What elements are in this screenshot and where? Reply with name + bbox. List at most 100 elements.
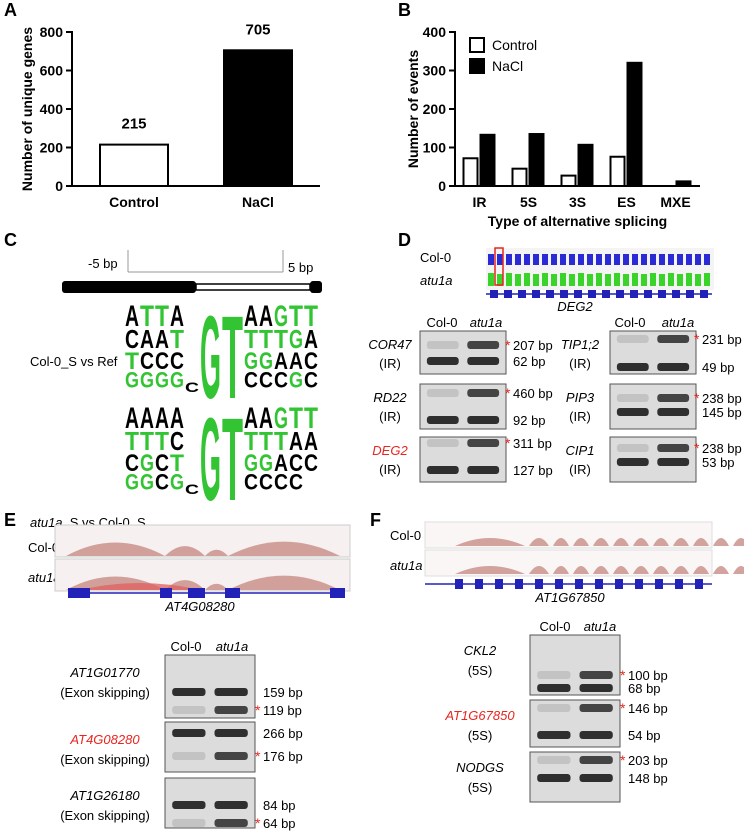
logo-letter: G — [200, 292, 221, 424]
y-tick-label: 200 — [40, 140, 64, 156]
logo-letter: G — [140, 470, 154, 495]
band-size: 203 bp — [628, 753, 668, 768]
junction-arc — [205, 583, 228, 590]
logo-letter: T — [170, 324, 184, 354]
bp-mark: -5 bp — [88, 256, 118, 271]
band-size: 311 bp — [513, 436, 552, 451]
coverage — [677, 274, 683, 286]
junction-arc — [713, 538, 729, 546]
coverage — [578, 273, 584, 286]
x-axis-title: Type of alternative splicing — [488, 213, 667, 229]
gel-band — [616, 408, 649, 416]
junction-arc — [66, 542, 165, 556]
band-star: * — [255, 748, 261, 764]
logo-letter: G — [140, 450, 154, 477]
logo-letter: C — [185, 379, 199, 395]
gene-exon — [225, 588, 240, 598]
band-star: * — [255, 702, 261, 718]
band-size: 54 bp — [628, 728, 661, 743]
gel-type: (Exon skipping) — [60, 752, 150, 767]
gel-band — [616, 335, 649, 343]
coverage — [686, 254, 692, 265]
y-tick-label: 400 — [423, 24, 447, 40]
logo-letter: T — [259, 426, 273, 456]
y-tick-label: 300 — [423, 63, 447, 79]
panel-label: F — [370, 510, 381, 530]
gel-band — [426, 416, 459, 424]
coverage — [677, 254, 683, 265]
junction-arc — [593, 566, 609, 574]
gel-type: (5S) — [468, 663, 493, 678]
gene-exon — [700, 290, 708, 298]
coverage — [524, 254, 530, 265]
gel-gene: AT1G01770 — [69, 665, 140, 680]
logo-letter: G — [289, 324, 303, 354]
coverage — [686, 273, 692, 286]
y-axis-title: Number of events — [405, 50, 421, 168]
gel-gene: AT1G67850 — [444, 708, 515, 723]
gene-exon — [575, 579, 583, 589]
gel-band — [214, 752, 248, 760]
logo-letter: A — [155, 402, 169, 435]
x-tick-label: ES — [617, 194, 636, 210]
coverage — [614, 273, 620, 286]
gene-exon — [455, 579, 463, 589]
band-size: 84 bp — [263, 798, 296, 813]
gene-exon — [595, 579, 603, 589]
gel-image — [609, 383, 697, 430]
logo-letter: A — [304, 324, 318, 354]
y-axis-title: Number of unique genes — [19, 27, 35, 191]
logo-letter: G — [274, 300, 288, 333]
logo-letter: T — [222, 292, 243, 424]
bar — [511, 167, 528, 188]
gel-gene: RD22 — [373, 390, 407, 405]
track-label: atu1a — [390, 558, 423, 573]
gene-name: DEG2 — [557, 299, 593, 314]
junction-arc — [228, 541, 340, 556]
band-size: 100 bp — [628, 668, 668, 683]
gene-exon — [635, 579, 643, 589]
junction-arc — [205, 549, 228, 556]
logo-letter: A — [304, 426, 318, 456]
gel-band — [579, 671, 613, 679]
logo-letter: C — [259, 368, 273, 393]
band-size: 64 bp — [263, 816, 296, 831]
x-tick-label: 3S — [569, 194, 586, 210]
y-tick-label: 200 — [423, 101, 447, 117]
band-size: 159 bp — [263, 685, 303, 700]
logo-letter: T — [244, 324, 258, 354]
logo-letter: C — [125, 450, 139, 477]
junction-arc — [553, 566, 569, 574]
gel-band — [616, 444, 649, 452]
coverage — [632, 254, 638, 265]
gel-type: (IR) — [379, 356, 401, 371]
bar — [626, 61, 643, 187]
logo-letter: T — [244, 426, 258, 456]
logo-letter: T — [155, 300, 169, 333]
coverage — [614, 254, 620, 265]
logo-letter: A — [170, 300, 184, 333]
coverage — [623, 274, 629, 286]
junction-arc — [573, 566, 589, 574]
bar — [479, 133, 496, 187]
gene-exon — [616, 290, 624, 298]
logo-letter: A — [125, 402, 139, 435]
coverage — [632, 273, 638, 286]
gel-band — [657, 394, 690, 402]
logo-letter: C — [259, 470, 273, 495]
logo-letter: A — [170, 402, 184, 435]
coverage — [560, 273, 566, 286]
gel-type: (IR) — [379, 409, 401, 424]
band-size: 176 bp — [263, 749, 303, 764]
gel-band — [426, 341, 459, 349]
logo-letter: C — [274, 470, 288, 495]
coverage — [506, 273, 512, 286]
gene-exon — [675, 579, 683, 589]
track-label: Col-0 — [420, 250, 451, 265]
logo-letter: A — [259, 402, 273, 435]
logo-letter: T — [125, 426, 139, 456]
band-size: 53 bp — [702, 455, 735, 470]
gel-band — [579, 756, 613, 764]
coverage — [641, 254, 647, 265]
coverage — [659, 254, 665, 265]
